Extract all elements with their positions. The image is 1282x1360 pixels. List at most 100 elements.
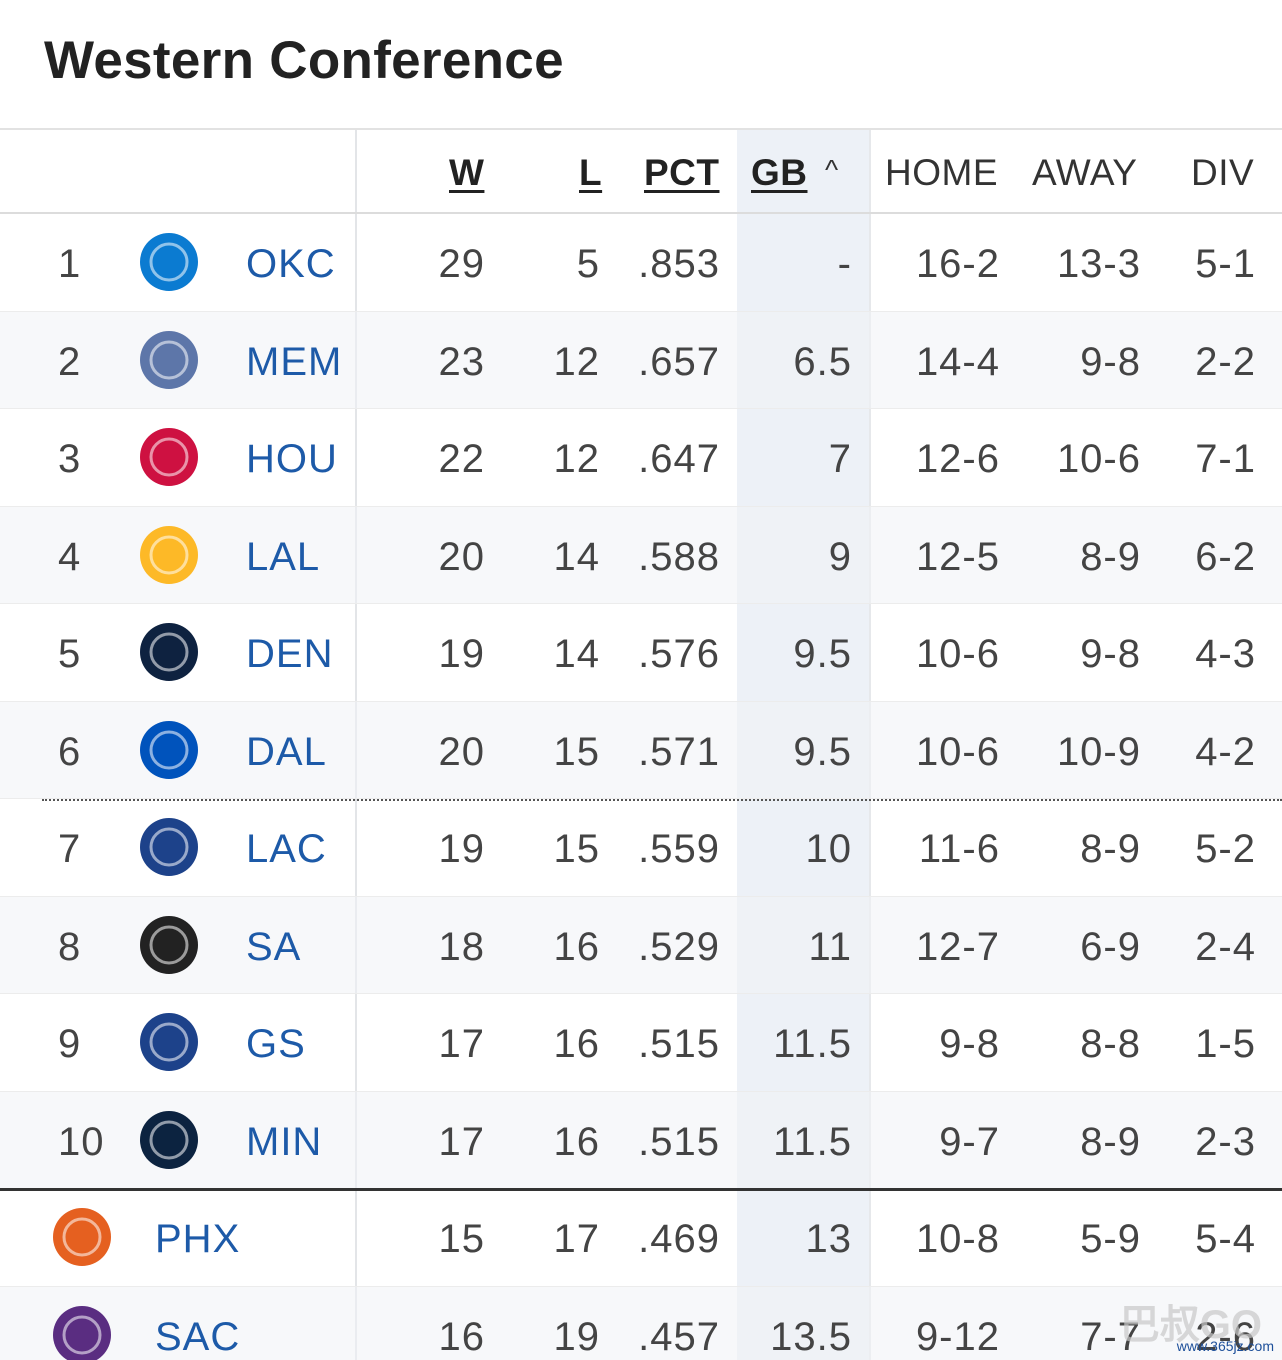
losses: 5	[576, 242, 600, 286]
table-row[interactable]: 4 LAL 20 14 .588 9 12-5 8-9 6-2	[0, 506, 1282, 604]
warriors-logo-icon	[140, 1013, 198, 1071]
wins: 19	[438, 632, 485, 676]
rank: 7	[58, 827, 82, 871]
table-row[interactable]: 8 SA 18 16 .529 11 12-7 6-9 2-4	[0, 896, 1282, 994]
team-abbreviation[interactable]: DAL	[246, 729, 327, 774]
team-abbreviation[interactable]: LAL	[246, 534, 321, 579]
team-abbreviation[interactable]: MEM	[246, 339, 343, 384]
table-row[interactable]: SAC 16 19 .457 13.5 9-12 7-7 2-6	[0, 1286, 1282, 1360]
games-behind: 13.5	[770, 1314, 852, 1359]
games-behind: 11.5	[773, 1022, 852, 1066]
home-record: 11-6	[918, 827, 1000, 871]
team-abbreviation[interactable]: SA	[246, 924, 302, 969]
win-pct: .469	[638, 1217, 720, 1261]
away-record: 10-9	[1056, 729, 1141, 774]
home-record: 9-7	[939, 1119, 1000, 1164]
table-row[interactable]: 2 MEM 23 12 .657 6.5 14-4 9-8 2-2	[0, 311, 1282, 409]
lakers-logo-icon	[140, 525, 198, 584]
clippers-logo-icon	[140, 818, 198, 876]
thunder-logo-icon	[140, 233, 198, 291]
division-record: 5-2	[1195, 827, 1256, 871]
team-abbreviation[interactable]: MIN	[246, 1119, 323, 1164]
header-pct[interactable]: PCT	[644, 152, 720, 193]
away-record: 7-7	[1080, 1314, 1141, 1359]
win-pct: .515	[638, 1119, 720, 1164]
wins: 18	[438, 924, 485, 969]
losses: 12	[553, 437, 600, 481]
timberwolves-logo-icon	[140, 1110, 198, 1169]
division-record: 4-3	[1195, 632, 1256, 676]
wins: 15	[438, 1217, 485, 1261]
wins: 19	[438, 827, 485, 871]
away-record: 8-9	[1080, 1119, 1141, 1164]
table-row[interactable]: 7 LAC 19 15 .559 10 11-6 8-9 5-2	[0, 799, 1282, 897]
away-record: 10-6	[1056, 437, 1141, 481]
spurs-logo-icon	[140, 915, 198, 974]
losses: 14	[553, 632, 600, 676]
games-behind: 6.5	[793, 339, 852, 384]
sort-ascending-icon[interactable]: ^	[825, 154, 839, 185]
header-home[interactable]: HOME	[885, 152, 998, 193]
header-div[interactable]: DIV	[1191, 152, 1255, 193]
losses: 12	[553, 339, 600, 384]
losses: 17	[553, 1217, 600, 1261]
team-abbreviation[interactable]: HOU	[246, 437, 338, 481]
win-pct: .457	[638, 1314, 720, 1359]
away-record: 6-9	[1080, 924, 1141, 969]
games-behind: 7	[828, 437, 852, 481]
team-abbreviation[interactable]: SAC	[155, 1314, 241, 1359]
table-row[interactable]: PHX 15 17 .469 13 10-8 5-9 5-4	[0, 1189, 1282, 1287]
division-record: 5-1	[1195, 242, 1256, 286]
team-abbreviation[interactable]: DEN	[246, 632, 334, 676]
division-record: 5-4	[1195, 1217, 1256, 1261]
wins: 17	[438, 1119, 485, 1164]
team-abbreviation[interactable]: GS	[246, 1022, 306, 1066]
away-record: 9-8	[1080, 339, 1141, 384]
mavericks-logo-icon	[140, 720, 198, 779]
table-row[interactable]: 1 OKC 29 5 .853 - 16-2 13-3 5-1	[0, 214, 1282, 312]
rank: 9	[58, 1022, 82, 1066]
win-pct: .647	[638, 437, 720, 481]
header-gb[interactable]: GB	[751, 152, 808, 193]
rank: 3	[58, 437, 82, 481]
team-abbreviation[interactable]: LAC	[246, 827, 327, 871]
playoff-cutoff-line	[42, 799, 1282, 801]
division-record: 2-6	[1195, 1314, 1256, 1359]
losses: 19	[553, 1314, 600, 1359]
header-w[interactable]: W	[449, 152, 485, 193]
team-abbreviation[interactable]: PHX	[155, 1217, 241, 1261]
away-record: 5-9	[1080, 1217, 1141, 1261]
table-row[interactable]: 3 HOU 22 12 .647 7 12-6 10-6 7-1	[0, 409, 1282, 507]
games-behind: 11.5	[773, 1119, 852, 1164]
games-behind: -	[837, 242, 852, 286]
header-l[interactable]: L	[579, 152, 603, 193]
wins: 22	[438, 437, 485, 481]
home-record: 12-5	[915, 534, 1000, 579]
wins: 23	[438, 339, 485, 384]
games-behind: 9.5	[793, 632, 852, 676]
table-row[interactable]: 10 MIN 17 16 .515 11.5 9-7 8-9 2-3	[0, 1091, 1282, 1189]
team-abbreviation[interactable]: OKC	[246, 242, 336, 286]
away-record: 8-9	[1080, 534, 1141, 579]
header-away[interactable]: AWAY	[1032, 152, 1138, 193]
kings-logo-icon	[53, 1305, 111, 1360]
rank: 5	[58, 632, 82, 676]
watermark: 巴叔GO	[1119, 1303, 1262, 1347]
games-behind: 9	[828, 534, 852, 579]
table-row[interactable]: 5 DEN 19 14 .576 9.5 10-6 9-8 4-3	[0, 604, 1282, 702]
suns-logo-icon	[53, 1208, 111, 1266]
grizzlies-logo-icon	[140, 330, 198, 389]
play-in-cutoff-line	[0, 1188, 1282, 1191]
division-record: 6-2	[1195, 534, 1256, 579]
watermark-url: www.365jz.com	[1176, 1338, 1274, 1354]
losses: 16	[553, 1119, 600, 1164]
division-record: 2-4	[1195, 924, 1256, 969]
home-record: 12-6	[915, 437, 1000, 481]
table-row[interactable]: 6 DAL 20 15 .571 9.5 10-6 10-9 4-2	[0, 701, 1282, 799]
win-pct: .515	[638, 1022, 720, 1066]
table-row[interactable]: 9 GS 17 16 .515 11.5 9-8 8-8 1-5	[0, 994, 1282, 1092]
away-record: 8-8	[1080, 1022, 1141, 1066]
home-record: 14-4	[915, 339, 1000, 384]
rank: 4	[58, 534, 82, 579]
win-pct: .559	[638, 827, 720, 871]
